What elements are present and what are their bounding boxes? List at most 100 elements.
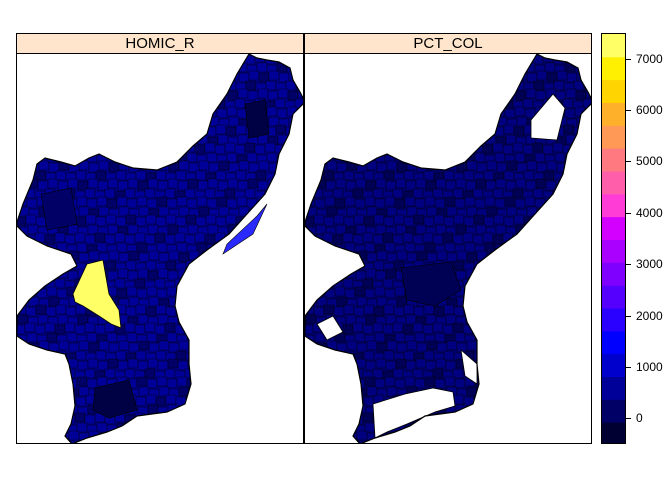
tract bbox=[305, 180, 317, 191]
tract bbox=[312, 368, 324, 379]
tract bbox=[215, 396, 227, 407]
tract bbox=[442, 324, 454, 335]
tract bbox=[37, 268, 49, 279]
tract bbox=[155, 124, 167, 135]
tract bbox=[266, 106, 278, 117]
tract bbox=[324, 196, 336, 207]
tract bbox=[506, 72, 518, 83]
tract bbox=[363, 216, 375, 227]
tract bbox=[336, 296, 348, 307]
tract bbox=[423, 216, 435, 227]
tract bbox=[158, 386, 170, 397]
tract bbox=[35, 442, 47, 443]
tract bbox=[44, 54, 56, 65]
tract bbox=[434, 198, 446, 209]
tract bbox=[372, 54, 384, 65]
tract bbox=[187, 136, 199, 147]
tract bbox=[276, 376, 288, 387]
tract bbox=[484, 62, 496, 73]
tract bbox=[313, 440, 325, 443]
tract bbox=[552, 280, 564, 291]
tract bbox=[346, 72, 358, 83]
tract bbox=[564, 108, 576, 119]
tract bbox=[207, 404, 219, 415]
tract bbox=[184, 142, 196, 153]
tract bbox=[288, 342, 300, 353]
tract bbox=[526, 340, 538, 351]
tract bbox=[45, 352, 57, 363]
tract bbox=[134, 232, 146, 243]
tract bbox=[442, 412, 454, 423]
tract bbox=[534, 424, 546, 435]
tract bbox=[96, 242, 108, 253]
tract bbox=[216, 62, 228, 73]
tract bbox=[286, 244, 298, 255]
tract bbox=[522, 324, 534, 335]
tract bbox=[365, 180, 377, 191]
tract bbox=[536, 70, 548, 81]
tract bbox=[363, 442, 375, 443]
tract bbox=[343, 124, 355, 135]
color-key-bin bbox=[602, 399, 625, 423]
tract bbox=[473, 80, 485, 91]
tract bbox=[364, 196, 376, 207]
tract bbox=[134, 278, 146, 289]
tract bbox=[354, 332, 366, 343]
tract bbox=[374, 332, 386, 343]
tract bbox=[543, 262, 555, 273]
tract bbox=[394, 106, 406, 117]
tract bbox=[55, 82, 67, 93]
tract bbox=[475, 136, 487, 147]
tract bbox=[336, 430, 348, 441]
tract bbox=[512, 188, 524, 199]
tract bbox=[126, 286, 138, 297]
tract bbox=[36, 242, 48, 253]
tract bbox=[257, 360, 269, 371]
tract bbox=[433, 214, 445, 225]
tract bbox=[216, 108, 228, 119]
tract bbox=[313, 214, 325, 225]
tract bbox=[25, 80, 37, 91]
tract bbox=[456, 430, 468, 441]
tract bbox=[432, 322, 444, 333]
tract bbox=[382, 98, 394, 109]
tract bbox=[486, 432, 498, 443]
tract bbox=[125, 214, 137, 225]
tract bbox=[324, 422, 336, 433]
tract bbox=[26, 332, 38, 343]
tract bbox=[576, 208, 588, 219]
tract bbox=[277, 314, 289, 325]
tract bbox=[108, 70, 120, 81]
tract bbox=[38, 160, 50, 171]
tract bbox=[532, 414, 544, 425]
tract bbox=[406, 206, 418, 217]
tract bbox=[138, 340, 150, 351]
tract bbox=[363, 350, 375, 361]
tract bbox=[218, 252, 230, 263]
tract bbox=[248, 250, 260, 261]
tract bbox=[402, 98, 414, 109]
tract bbox=[136, 422, 148, 433]
tract bbox=[502, 144, 514, 155]
tract bbox=[305, 422, 316, 433]
tract bbox=[54, 278, 66, 289]
tract bbox=[544, 62, 556, 73]
tract bbox=[246, 152, 258, 163]
color-key-bar bbox=[601, 33, 626, 444]
tract bbox=[175, 82, 187, 93]
tract bbox=[194, 98, 206, 109]
no-data-tract-east bbox=[460, 348, 478, 385]
tract bbox=[305, 412, 314, 423]
tract bbox=[24, 54, 36, 65]
tract bbox=[455, 224, 467, 235]
tract bbox=[215, 82, 227, 93]
tract bbox=[295, 170, 303, 181]
tract bbox=[258, 160, 270, 171]
tract bbox=[333, 306, 345, 317]
tract bbox=[546, 340, 558, 351]
tract bbox=[402, 54, 414, 63]
tract bbox=[514, 152, 526, 163]
tract bbox=[305, 98, 314, 109]
tract bbox=[184, 414, 196, 425]
tract bbox=[564, 376, 576, 387]
